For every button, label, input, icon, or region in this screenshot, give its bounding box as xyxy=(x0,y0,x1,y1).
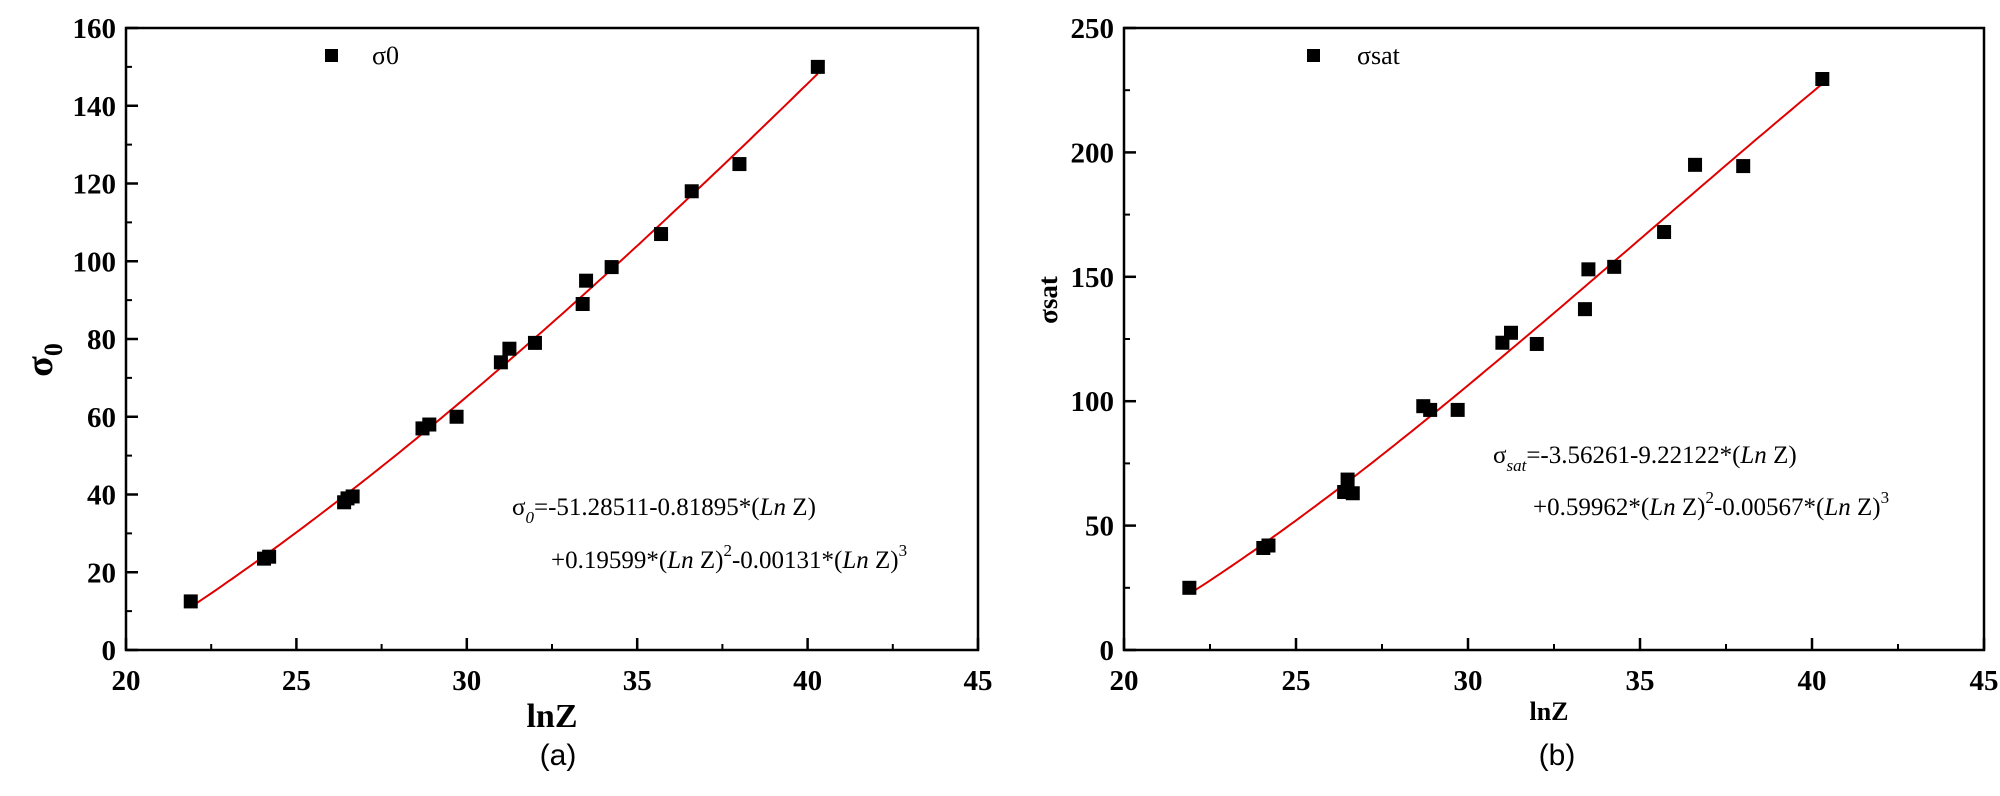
data-point xyxy=(1577,302,1592,317)
y-tick-label: 60 xyxy=(87,402,116,434)
x-axis-title: lnZ xyxy=(526,698,577,735)
fit-curve-layer xyxy=(1188,83,1823,595)
data-point xyxy=(654,227,669,242)
data-point-layer xyxy=(183,59,825,609)
x-tick-label: 35 xyxy=(1626,665,1655,697)
data-point xyxy=(1261,538,1276,553)
legend-marker xyxy=(1307,49,1320,62)
fit-equation-line-2: +0.59962*(Ln Z)2-0.00567*(Ln Z)3 xyxy=(1533,488,1889,521)
legend-marker xyxy=(325,49,338,62)
x-tick-label: 20 xyxy=(1110,665,1139,697)
data-point xyxy=(579,273,594,288)
y-tick-label: 250 xyxy=(1071,13,1115,45)
panel-caption-b: (b) xyxy=(1539,739,1576,772)
y-tick-label: 20 xyxy=(87,557,116,589)
data-point xyxy=(1423,402,1438,417)
y-axis-ticks: 0 20 40 60 80 100 120 140 160 xyxy=(73,13,138,667)
y-tick-label: 140 xyxy=(73,91,117,123)
data-point xyxy=(732,157,747,172)
fit-equation-line-1: σ0=-51.28511-0.81895*(Ln Z) xyxy=(512,494,816,527)
y-axis-ticks: 0 50 100 150 200 250 xyxy=(1071,13,1136,667)
data-point xyxy=(183,594,198,609)
x-tick-label: 40 xyxy=(793,665,822,697)
data-point xyxy=(1688,157,1703,172)
data-point xyxy=(575,297,590,312)
x-tick-label: 45 xyxy=(964,665,993,697)
data-point xyxy=(262,549,277,564)
panel-caption-a: (a) xyxy=(540,739,577,772)
fit-curve xyxy=(190,72,819,609)
x-tick-label: 25 xyxy=(1282,665,1311,697)
plot-frame xyxy=(1122,26,1986,652)
data-point xyxy=(1340,472,1355,487)
y-tick-label: 150 xyxy=(1071,262,1115,294)
data-point xyxy=(345,489,360,504)
y-tick-label: 120 xyxy=(73,169,117,201)
legend-label: σsat xyxy=(1357,41,1401,70)
fit-equation-line-2: +0.19599*(Ln Z)2-0.00131*(Ln Z)3 xyxy=(551,541,907,574)
x-axis-ticks: 20 25 30 35 40 45 xyxy=(1110,638,1999,697)
x-tick-label: 40 xyxy=(1798,665,1827,697)
data-point xyxy=(810,59,825,74)
data-point xyxy=(1450,402,1465,417)
y-tick-label: 0 xyxy=(1100,635,1115,667)
y-tick-label: 100 xyxy=(73,246,117,278)
x-tick-label: 35 xyxy=(623,665,652,697)
x-tick-label: 20 xyxy=(112,665,141,697)
data-point-layer xyxy=(1182,72,1830,595)
x-tick-label: 25 xyxy=(282,665,311,697)
y-axis-title: σsat xyxy=(1033,276,1063,324)
data-point xyxy=(502,341,517,356)
y-tick-label: 80 xyxy=(87,324,116,356)
data-point xyxy=(1182,580,1197,595)
y-axis-title: σ0 xyxy=(19,343,68,377)
data-point xyxy=(1529,336,1544,351)
x-axis-title: lnZ xyxy=(1529,697,1568,726)
y-tick-label: 100 xyxy=(1071,386,1115,418)
data-point xyxy=(1657,225,1672,240)
data-point xyxy=(1736,159,1751,174)
data-point xyxy=(1581,262,1596,277)
y-tick-label: 0 xyxy=(102,635,117,667)
data-point xyxy=(422,417,437,432)
y-tick-label: 160 xyxy=(73,13,117,45)
chart-panel-b: 20 25 30 35 40 45 0 50 100 150 200 250 σsat σsat=-… xyxy=(1033,13,1999,772)
data-point xyxy=(493,355,508,370)
y-tick-label: 50 xyxy=(1085,511,1114,543)
x-tick-label: 30 xyxy=(1454,665,1483,697)
legend-label: σ0 xyxy=(372,41,399,70)
data-point xyxy=(527,335,542,350)
data-point xyxy=(449,409,464,424)
data-point xyxy=(604,260,619,275)
data-point xyxy=(1345,486,1360,501)
data-point xyxy=(1504,325,1518,340)
x-axis-ticks: 20 25 30 35 40 45 xyxy=(112,638,993,697)
x-tick-label: 30 xyxy=(452,665,481,697)
x-tick-label: 45 xyxy=(1970,665,1999,697)
fit-curve xyxy=(1188,83,1823,595)
fit-curve-layer xyxy=(190,72,819,609)
y-tick-label: 200 xyxy=(1071,137,1115,169)
fit-equation-line-1: σsat=-3.56261-9.22122*(Ln Z) xyxy=(1493,442,1797,475)
y-tick-label: 40 xyxy=(87,480,116,512)
data-point xyxy=(1815,72,1830,87)
data-point xyxy=(1607,259,1622,274)
data-point xyxy=(684,184,699,199)
